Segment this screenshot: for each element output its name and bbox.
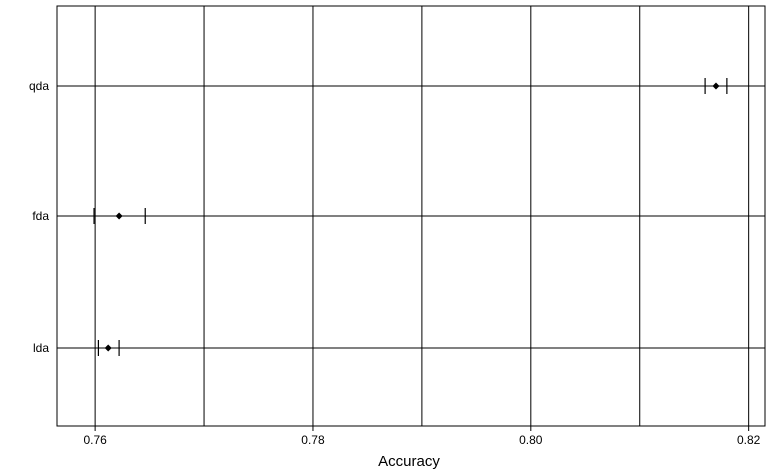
grid-lines xyxy=(57,6,765,426)
y-tick-label-fda: fda xyxy=(32,209,49,223)
y-tick-label-qda: qda xyxy=(29,79,49,93)
y-tick-label-lda: lda xyxy=(33,341,49,355)
x-tick-label: 0.82 xyxy=(737,433,761,447)
x-axis: 0.76 0.78 0.80 0.82 xyxy=(83,426,761,447)
x-tick-label: 0.78 xyxy=(301,433,325,447)
estimate-point-fda xyxy=(115,212,123,220)
x-tick-label: 0.76 xyxy=(83,433,107,447)
estimate-point-lda xyxy=(104,344,112,352)
data-marks xyxy=(93,78,728,356)
y-axis-labels: lda fda qda xyxy=(29,79,49,355)
x-axis-title: Accuracy xyxy=(378,453,440,470)
x-tick-label: 0.80 xyxy=(519,433,543,447)
estimate-point-qda xyxy=(712,82,720,90)
